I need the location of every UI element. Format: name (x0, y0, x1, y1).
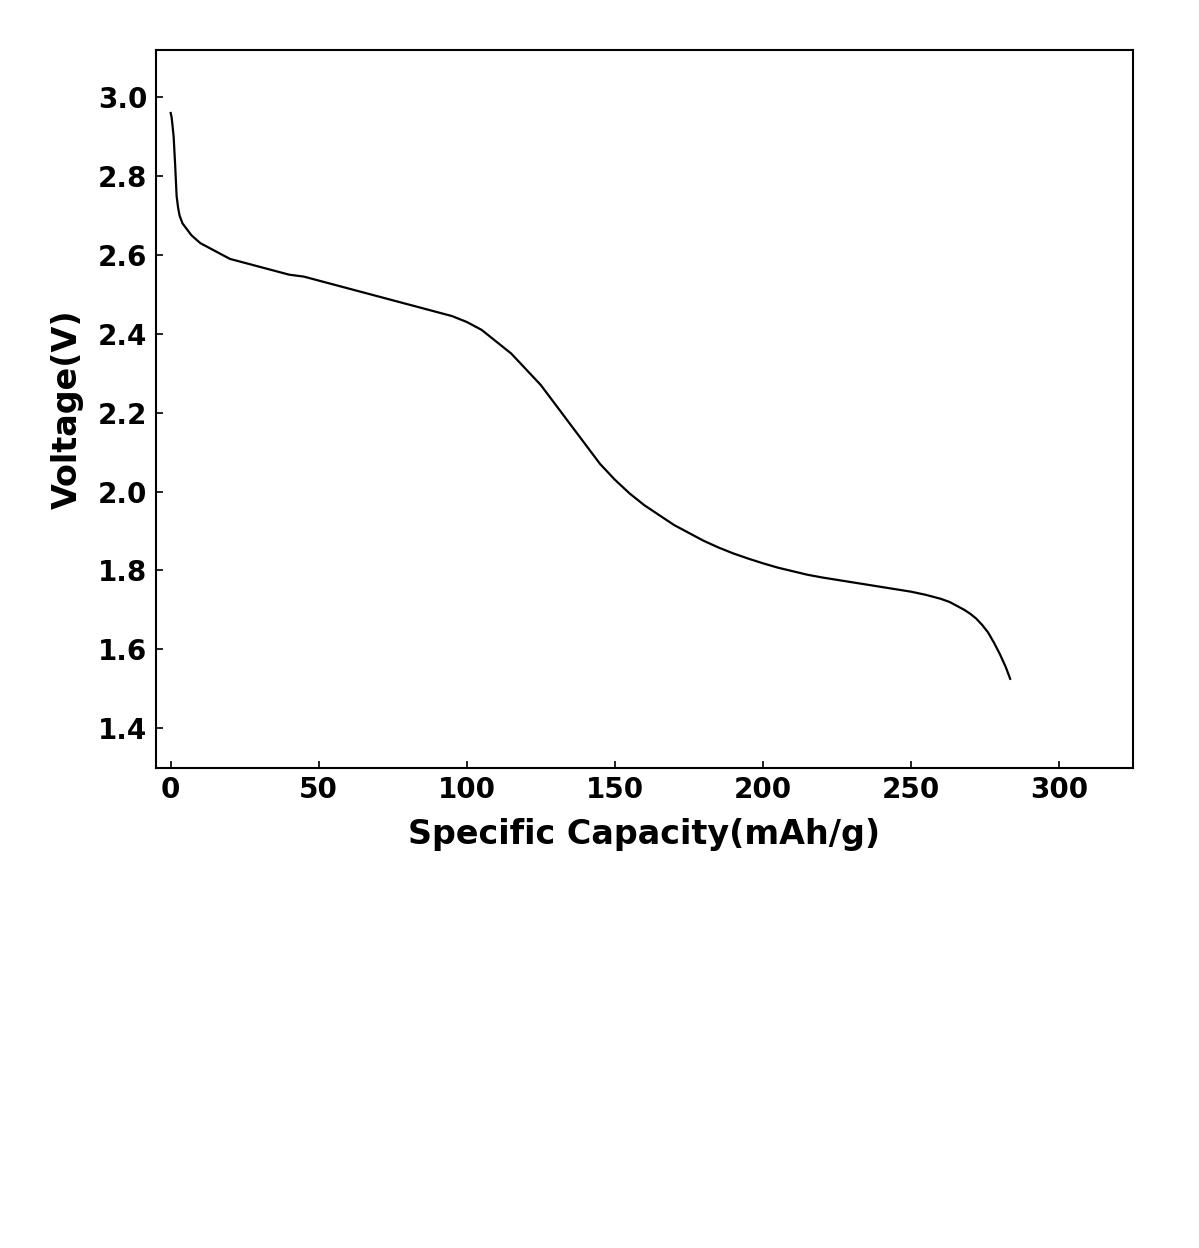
X-axis label: Specific Capacity(mAh/g): Specific Capacity(mAh/g) (409, 817, 880, 851)
Y-axis label: Voltage(V): Voltage(V) (52, 310, 84, 508)
